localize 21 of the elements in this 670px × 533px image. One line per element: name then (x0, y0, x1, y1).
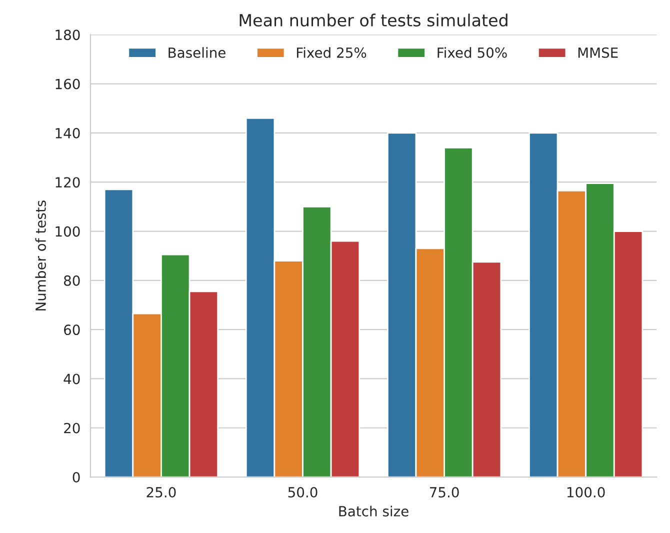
legend-label: Fixed 50% (438, 47, 507, 58)
y-tick-label: 180 (56, 30, 80, 40)
chart-title: Mean number of tests simulated (240, 14, 508, 27)
y-axis-title: Number of tests (35, 200, 46, 310)
y-tick-label: 100 (56, 226, 80, 237)
legend-label: Baseline (168, 47, 226, 58)
y-tick-label: 140 (56, 128, 80, 138)
y-tick-label: 20 (64, 422, 80, 434)
x-axis-title: Batch size (339, 506, 408, 517)
x-tick-label: 75.0 (430, 487, 459, 498)
x-tick-label: 100.0 (567, 487, 605, 498)
legend-label: Fixed 25% (297, 47, 366, 58)
y-tick-label: 80 (64, 275, 80, 286)
y-tick-label: 160 (56, 78, 80, 90)
y-tick-label: 60 (64, 324, 80, 336)
y-tick-label: 120 (56, 177, 80, 188)
x-tick-label: 25.0 (146, 487, 176, 498)
legend-label: MMSE (578, 47, 618, 58)
y-tick-label: 0 (72, 472, 80, 483)
x-tick-label: 50.0 (288, 487, 318, 498)
y-tick-label: 40 (64, 374, 80, 384)
